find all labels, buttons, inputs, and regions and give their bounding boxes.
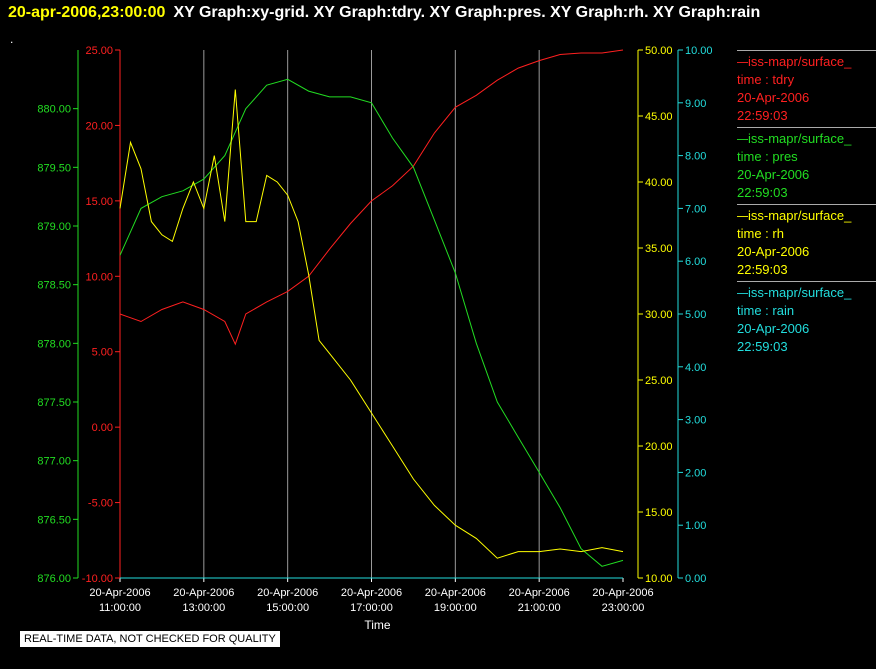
x-axis-label: Time <box>364 618 391 632</box>
legend-entry-pres: —iss-mapr/surface_time : pres 20-Apr-2006… <box>737 127 876 202</box>
x-tick-time: 21:00:00 <box>518 602 561 614</box>
legend: —iss-mapr/surface_ time : tdry 20-Apr-2006… <box>737 50 876 358</box>
legend-time: 22:59:03 <box>737 108 788 123</box>
legend-time: 22:59:03 <box>737 185 788 200</box>
rain-tick-label: 0.00 <box>685 573 706 585</box>
tdry-tick-label: 15.00 <box>85 196 113 208</box>
rh-series-line <box>119 89 624 559</box>
legend-source: —iss-mapr/surface_ <box>737 208 852 223</box>
legend-time: 22:59:03 <box>737 339 788 354</box>
tdry-tick-label: 20.00 <box>85 120 113 132</box>
legend-source: —iss-mapr/surface_ <box>737 54 852 69</box>
legend-entry-rh: —iss-mapr/surface_time : rh 20-Apr-2006 22… <box>737 204 876 279</box>
pres-tick-label: 876.50 <box>37 514 71 526</box>
pres-tick-label: 877.00 <box>37 456 71 468</box>
x-tick-time: 11:00:00 <box>99 602 141 614</box>
rh-tick-label: 50.00 <box>645 45 673 57</box>
legend-date: 20-Apr-2006 <box>737 244 810 259</box>
pres-tick-label: 879.00 <box>37 221 71 233</box>
rh-tick-label: 25.00 <box>645 375 673 387</box>
pres-series-line <box>119 78 624 567</box>
tdry-tick-label: 25.00 <box>85 45 113 57</box>
rain-tick-label: 5.00 <box>685 309 706 321</box>
x-tick-time: 17:00:00 <box>350 602 393 614</box>
x-tick-date: 20-Apr-2006 <box>425 587 486 599</box>
pres-tick-label: 877.50 <box>37 397 71 409</box>
header-graph-titles: XY Graph:xy-grid. XY Graph:tdry. XY Grap… <box>173 4 761 21</box>
x-tick-date: 20-Apr-2006 <box>173 587 234 599</box>
rain-tick-label: 9.00 <box>685 98 706 110</box>
legend-entry-tdry: —iss-mapr/surface_time : tdry 20-Apr-2006… <box>737 50 876 125</box>
rh-tick-label: 10.00 <box>645 573 673 585</box>
tdry-tick-label: 5.00 <box>92 347 113 359</box>
pres-tick-label: 876.00 <box>37 573 71 585</box>
legend-time: 22:59:03 <box>737 262 788 277</box>
tdry-series-line <box>119 49 624 346</box>
x-tick-time: 19:00:00 <box>434 602 477 614</box>
legend-field: time : rain <box>737 303 795 318</box>
legend-source: —iss-mapr/surface_ <box>737 131 852 146</box>
rain-tick-label: 4.00 <box>685 362 706 374</box>
legend-date: 20-Apr-2006 <box>737 321 810 336</box>
legend-entry-rain: —iss-mapr/surface_time : rain 20-Apr-2006… <box>737 281 876 356</box>
x-tick-time: 13:00:00 <box>182 602 225 614</box>
pres-tick-label: 879.50 <box>37 162 71 174</box>
legend-date: 20-Apr-2006 <box>737 167 810 182</box>
tdry-tick-label: -10.00 <box>82 573 113 585</box>
legend-field: time : pres <box>737 149 798 164</box>
rh-tick-label: 15.00 <box>645 507 673 519</box>
rain-tick-label: 3.00 <box>685 415 706 427</box>
tdry-tick-label: 0.00 <box>92 422 113 434</box>
quality-note: REAL-TIME DATA, NOT CHECKED FOR QUALITY <box>20 631 280 647</box>
x-tick-time: 15:00:00 <box>266 602 309 614</box>
x-tick-date: 20-Apr-2006 <box>89 587 150 599</box>
tdry-tick-label: 10.00 <box>85 271 113 283</box>
rain-tick-label: 8.00 <box>685 151 706 163</box>
x-tick-date: 20-Apr-2006 <box>592 587 653 599</box>
x-tick-time: 23:00:00 <box>602 602 645 614</box>
rain-tick-label: 10.00 <box>685 45 713 57</box>
header-timestamp: 20-apr-2006,23:00:00 <box>8 4 166 21</box>
rain-tick-label: 1.00 <box>685 520 706 532</box>
x-tick-date: 20-Apr-2006 <box>341 587 402 599</box>
rh-tick-label: 20.00 <box>645 441 673 453</box>
chart-header: 20-apr-2006,23:00:00 XY Graph:xy-grid. XY… <box>8 4 760 22</box>
x-tick-date: 20-Apr-2006 <box>509 587 570 599</box>
x-tick-date: 20-Apr-2006 <box>257 587 318 599</box>
legend-date: 20-Apr-2006 <box>737 90 810 105</box>
pres-tick-label: 880.00 <box>37 104 71 116</box>
rh-tick-label: 30.00 <box>645 309 673 321</box>
tdry-tick-label: -5.00 <box>88 498 113 510</box>
legend-field: time : rh <box>737 226 784 241</box>
pres-tick-label: 878.50 <box>37 280 71 292</box>
rain-tick-label: 6.00 <box>685 256 706 268</box>
rain-tick-label: 2.00 <box>685 467 706 479</box>
pres-tick-label: 878.00 <box>37 338 71 350</box>
rh-tick-label: 35.00 <box>645 243 673 255</box>
legend-field: time : tdry <box>737 72 795 87</box>
marker-dot: . <box>10 32 14 46</box>
rh-tick-label: 45.00 <box>645 111 673 123</box>
rh-tick-label: 40.00 <box>645 177 673 189</box>
rain-tick-label: 7.00 <box>685 203 706 215</box>
legend-source: —iss-mapr/surface_ <box>737 285 852 300</box>
